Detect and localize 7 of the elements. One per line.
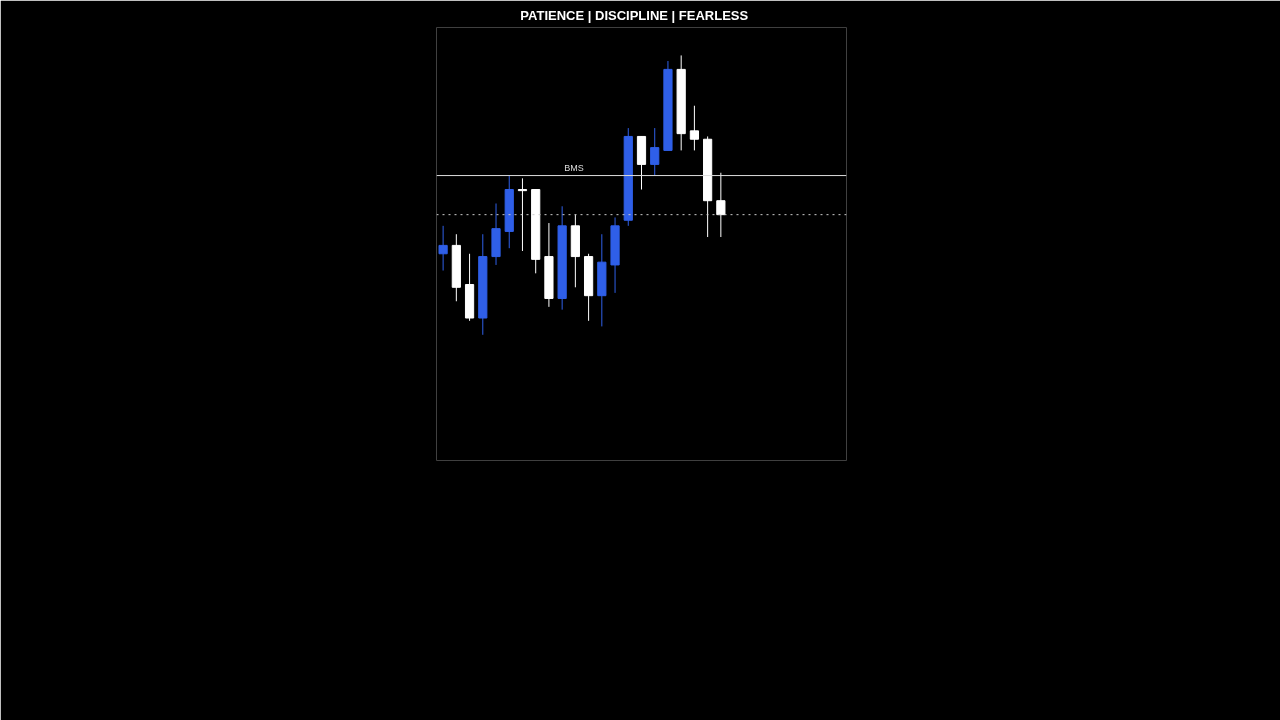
ref-line-label: BMS	[564, 162, 584, 173]
candlestick	[650, 127, 660, 177]
candlestick	[689, 105, 699, 151]
candlestick	[438, 225, 448, 272]
candlestick	[517, 177, 528, 252]
chart-subtitle: PATIENCE | DISCIPLINE | FEARLESS	[520, 7, 749, 23]
candlestick	[716, 172, 726, 238]
